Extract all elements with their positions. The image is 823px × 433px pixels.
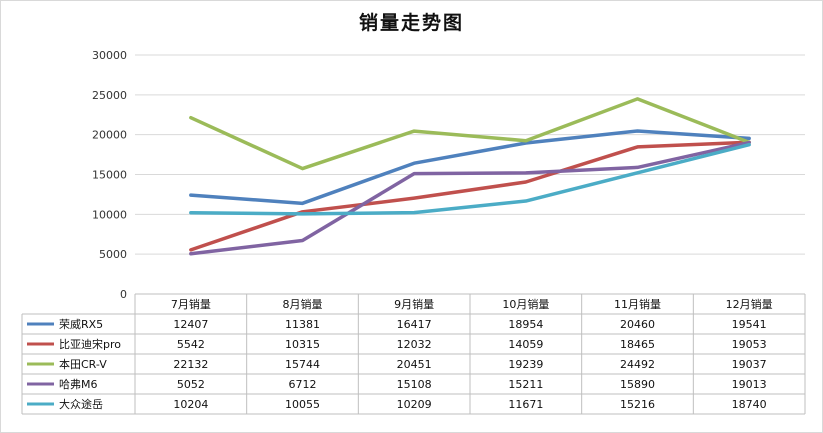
table-value: 15890 [620,378,655,391]
table-value: 15216 [620,398,655,411]
table-value: 10204 [173,398,208,411]
series-line [189,142,751,216]
series-line [189,97,751,171]
table-value: 19037 [732,358,767,371]
y-tick-label: 0 [120,288,127,301]
table-value: 15211 [508,378,543,391]
x-category-label: 8月销量 [283,297,323,311]
series-name: 哈弗M6 [59,377,98,391]
y-tick-label: 20000 [92,129,127,142]
table-value: 24492 [620,358,655,371]
table-value: 19541 [732,318,767,331]
table-value: 15744 [285,358,320,371]
table-value: 18740 [732,398,767,411]
series-line [189,140,751,252]
table-value: 11671 [508,398,543,411]
table-value: 15108 [397,378,432,391]
table-value: 10315 [285,338,320,351]
x-category-label: 11月销量 [614,297,661,311]
table-value: 5542 [177,338,205,351]
x-category-label: 7月销量 [171,297,211,311]
table-value: 18954 [508,318,543,331]
y-tick-label: 30000 [92,49,127,62]
table-value: 22132 [173,358,208,371]
table-value: 12407 [173,318,208,331]
x-category-label: 9月销量 [394,297,434,311]
table-value: 19013 [732,378,767,391]
y-tick-label: 10000 [92,208,127,221]
table-value: 10055 [285,398,320,411]
y-tick-label: 5000 [99,248,127,261]
y-tick-label: 15000 [92,169,127,182]
table-value: 12032 [397,338,432,351]
table-value: 10209 [397,398,432,411]
series-line [189,129,751,206]
table-value: 16417 [397,318,432,331]
table-value: 19053 [732,338,767,351]
table-value: 5052 [177,378,205,391]
x-category-label: 10月销量 [502,297,549,311]
table-value: 20460 [620,318,655,331]
series-name: 比亚迪宋pro [59,337,121,351]
table-value: 20451 [397,358,432,371]
y-tick-label: 25000 [92,89,127,102]
series-name: 荣威RX5 [59,318,103,331]
chart-title: 销量走势图 [358,12,464,34]
x-category-label: 12月销量 [726,297,773,311]
table-value: 19239 [508,358,543,371]
series-name: 大众途岳 [59,397,103,411]
series-line [189,140,751,256]
table-value: 6712 [289,378,317,391]
table-value: 14059 [508,338,543,351]
table-value: 11381 [285,318,320,331]
series-name: 本田CR-V [59,357,107,371]
table-value: 18465 [620,338,655,351]
